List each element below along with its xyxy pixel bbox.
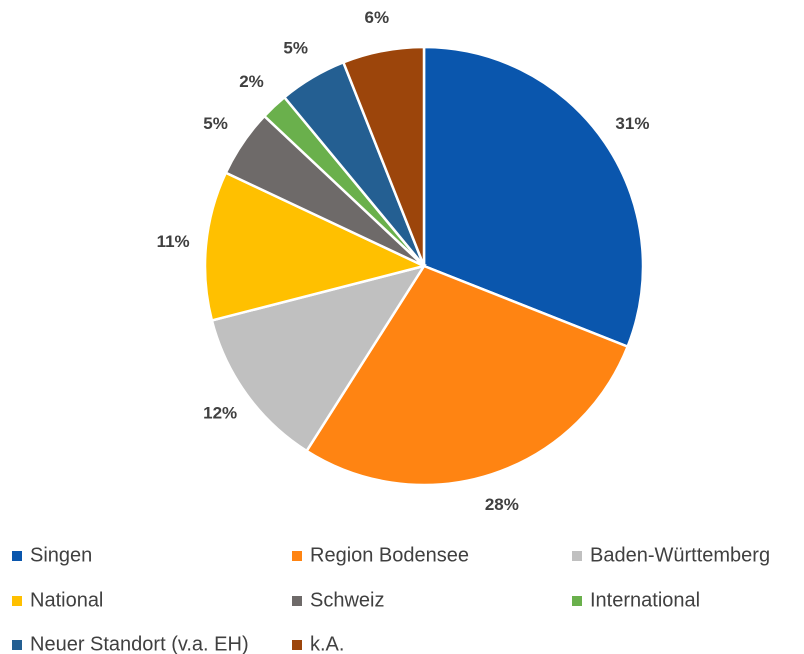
data-label: 6%	[364, 8, 389, 27]
legend-label: Schweiz	[310, 589, 384, 611]
data-label: 11%	[157, 232, 190, 251]
legend-label: Baden-Württemberg	[590, 544, 770, 566]
data-label: 5%	[283, 39, 308, 58]
legend-label: National	[30, 589, 103, 611]
data-label: 5%	[203, 114, 228, 133]
pie-slice	[341, 45, 426, 267]
data-label: 28%	[485, 495, 519, 514]
legend-label: Region Bodensee	[310, 544, 469, 566]
legend-label: Neuer Standort (v.a. EH)	[30, 633, 249, 654]
legend-swatch	[572, 596, 582, 606]
legend-swatch	[572, 551, 582, 561]
legend-swatch	[12, 596, 22, 606]
data-label: 12%	[203, 404, 237, 423]
legend-label: k.A.	[310, 633, 344, 654]
legend-label: International	[590, 589, 700, 611]
data-label: 2%	[239, 72, 264, 91]
legend-swatch	[12, 551, 22, 561]
legend-swatch	[12, 640, 22, 650]
pie-slice	[304, 264, 630, 487]
legend-swatch	[292, 596, 302, 606]
pie-slice	[422, 45, 645, 349]
legend-label: Singen	[30, 544, 92, 566]
legend-swatch	[292, 640, 302, 650]
legend-swatch	[292, 551, 302, 561]
pie-slice	[203, 171, 428, 322]
data-label: 31%	[615, 114, 649, 133]
pie-slice	[210, 264, 427, 453]
